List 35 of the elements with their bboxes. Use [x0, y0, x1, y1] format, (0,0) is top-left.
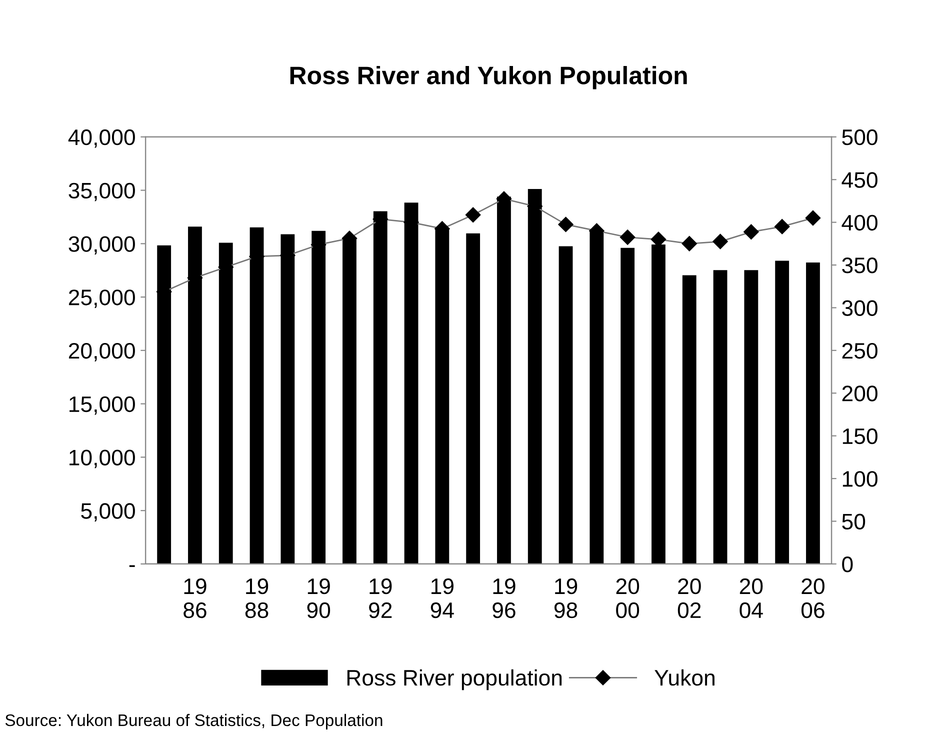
y2-tick-label: 0 [842, 556, 853, 572]
y-tick-label: 10,000 [70, 450, 135, 468]
y2-tick-label: 100 [842, 471, 878, 487]
x-tick-label: 19 86 [184, 578, 206, 618]
y2-tick-label: 400 [842, 214, 878, 231]
legend-label: Ross River population [347, 669, 562, 690]
y-tick-label: 40,000 [68, 129, 135, 148]
y-tick-label: 20,000 [68, 342, 135, 362]
y2-tick-label: 50 [842, 514, 866, 530]
x-tick-label: 19 90 [307, 578, 330, 618]
y2-tick-label: 450 [842, 172, 878, 188]
y2-tick-label: 150 [842, 428, 878, 444]
y2-tick-label: 200 [842, 386, 878, 402]
y-tick-label: 35,000 [68, 182, 135, 202]
y-tick-label: 15,000 [70, 396, 135, 415]
legend-label: Yukon [654, 669, 714, 686]
y2-tick-label: 500 [842, 129, 878, 146]
x-tick-label: 19 94 [430, 578, 454, 618]
y2-tick-label: 300 [842, 300, 878, 316]
chart-title: Ross River and Yukon Population [290, 66, 687, 90]
y-tick-label: 25,000 [68, 290, 135, 308]
x-tick-label: 19 92 [369, 578, 392, 618]
y-tick-label: 5,000 [81, 503, 135, 522]
y-tick-label: - [129, 565, 135, 567]
source-note: Source: Yukon Bureau of Statistics, Dec Population [5, 714, 382, 730]
y2-tick-label: 250 [842, 342, 878, 359]
y-tick-label: 30,000 [68, 236, 135, 255]
y2-tick-label: 350 [842, 258, 878, 274]
x-tick-label: 20 02 [678, 578, 701, 618]
x-tick-label: 20 06 [801, 578, 824, 618]
x-tick-label: 19 96 [492, 578, 516, 618]
x-tick-label: 20 00 [616, 578, 640, 618]
x-tick-label: 20 04 [740, 578, 763, 618]
x-tick-label: 19 98 [554, 578, 578, 618]
x-tick-label: 19 88 [245, 578, 268, 618]
